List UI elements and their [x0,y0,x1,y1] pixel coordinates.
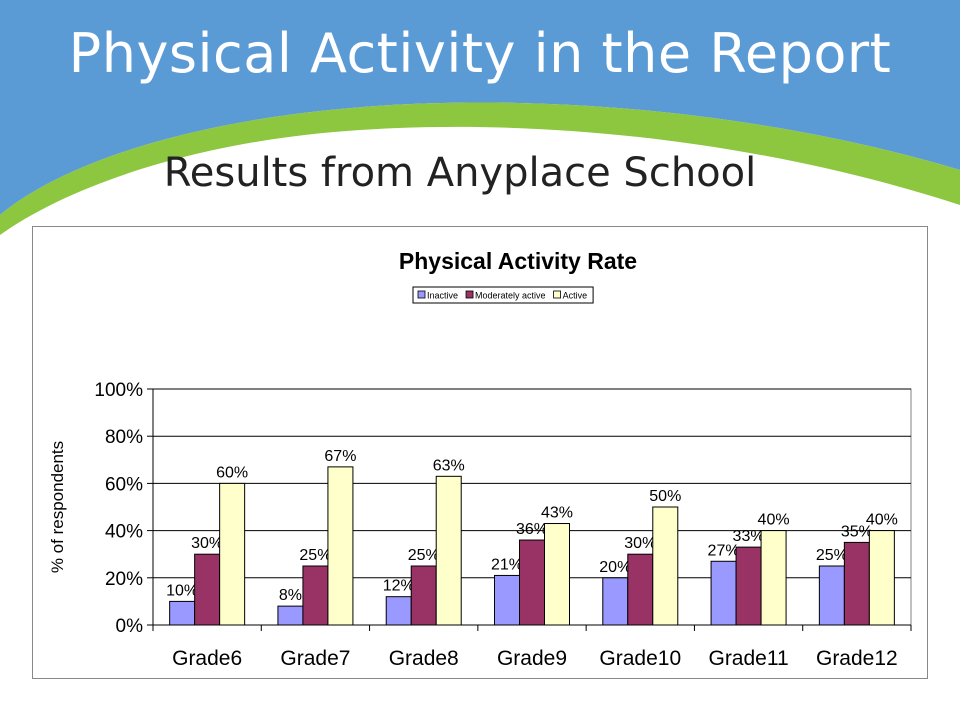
data-label: 36% [516,521,548,538]
chart-legend: Inactive Moderately active Active [412,286,594,304]
x-category-label: Grade10 [599,647,681,670]
y-axis-label: % of respondents [48,441,67,573]
y-tick-label: 80% [105,427,143,448]
bar-inactive [277,605,304,626]
data-label: 25% [299,547,331,564]
legend-label: Moderately active [475,291,546,301]
data-label: 50% [649,488,681,505]
bar-moderately-active [302,565,329,626]
bar-moderately-active [843,541,870,626]
bar-active [435,475,462,626]
data-label: 25% [408,547,440,564]
x-category-label: Grade9 [497,647,567,670]
bar-active [544,523,570,626]
bar-inactive [494,574,520,626]
legend-label: Inactive [427,291,458,301]
data-label: 25% [816,547,848,564]
bar-inactive [169,600,196,626]
y-tick-label: 60% [105,474,143,495]
legend-swatch [465,290,474,299]
bar-inactive [818,565,845,626]
data-label: 40% [866,512,898,529]
data-label: 30% [624,535,656,552]
bar-inactive [710,560,737,626]
y-tick-label: 40% [105,522,143,543]
y-tick-label: 0% [116,616,144,637]
data-label: 21% [491,556,523,573]
data-label: 35% [841,523,873,540]
chart-title: Physical Activity Rate [399,248,637,274]
data-label: 30% [191,535,223,552]
y-tick-label: 20% [105,569,143,590]
bar-chart: Physical Activity Rate Inactive Moderatel… [48,248,912,670]
x-category-label: Grade11 [708,647,788,670]
x-category-label: Grade7 [280,647,350,670]
bar-moderately-active [735,546,762,626]
y-tick-label: 100% [94,380,143,401]
bar-moderately-active [627,553,654,626]
plot-area: 0% 20% 40% 60% 80% 100% 10% 30% 60% Grade6 8% 25% 67… [94,380,912,670]
bar-moderately-active [194,553,221,626]
x-category-label: Grade12 [816,647,898,670]
slide-subtitle: Results from Anyplace School [163,150,757,196]
data-label: 12% [383,578,415,595]
bar-active [760,530,787,626]
legend-box [412,286,594,304]
legend-label: Active [563,291,588,301]
banner-green-wave [0,102,960,235]
data-label: 63% [433,457,465,474]
bar-active [327,466,354,626]
bar-active [868,530,895,626]
legend-swatch [553,290,561,299]
x-category-label: Grade8 [389,647,459,670]
legend-swatch [417,290,426,299]
bar-moderately-active [519,539,545,626]
data-label: 20% [599,559,631,576]
bar-moderately-active [410,565,437,626]
data-label: 67% [324,448,356,465]
bar-active [219,482,246,626]
data-label: 40% [758,512,790,529]
bar-inactive [385,596,412,626]
data-label: 33% [733,528,765,545]
bar-inactive [602,577,629,626]
data-label: 10% [166,582,198,599]
data-label: 27% [708,542,740,559]
data-label: 43% [541,505,573,522]
chart-frame: Physical Activity Rate Inactive Moderatel… [32,226,928,679]
slide-title: Physical Activity in the Report [68,22,892,85]
header-banner [0,0,960,260]
data-label: 8% [279,587,302,604]
bar-active [652,506,679,626]
x-category-label: Grade6 [172,647,242,670]
banner-blue-wave [0,0,960,215]
data-label: 60% [216,464,248,481]
